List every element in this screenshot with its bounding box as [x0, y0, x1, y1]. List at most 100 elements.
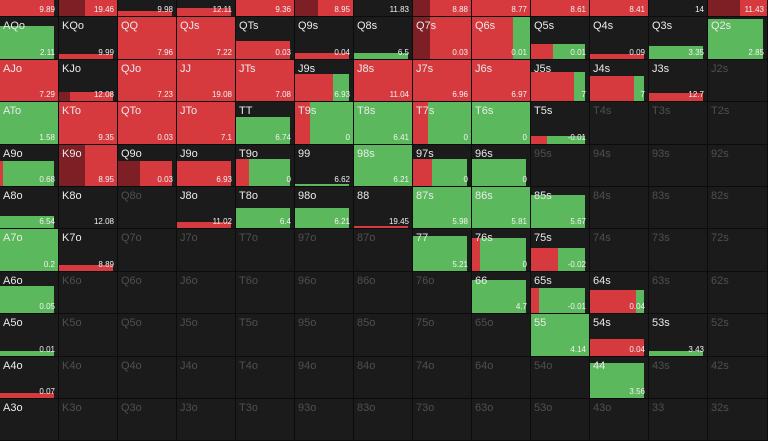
- hand-cell[interactable]: JTs 7.08: [236, 59, 295, 103]
- hand-cell[interactable]: 98o 6.21: [295, 187, 354, 230]
- hand-cell[interactable]: 99 6.62: [295, 144, 354, 187]
- hand-cell[interactable]: Q6o: [118, 271, 177, 315]
- hand-cell[interactable]: 97s 0: [413, 144, 472, 187]
- hand-cell[interactable]: JJ 19.08: [177, 59, 236, 103]
- hand-cell[interactable]: J6o: [177, 271, 236, 315]
- hand-cell[interactable]: 8.77: [472, 0, 531, 18]
- hand-cell[interactable]: 76s 0: [472, 229, 531, 272]
- hand-cell[interactable]: QQ 7.96: [118, 17, 177, 60]
- hand-cell[interactable]: 74o: [413, 356, 472, 399]
- hand-cell[interactable]: A4o 0.07: [0, 356, 59, 399]
- hand-cell[interactable]: 32s: [708, 399, 768, 441]
- hand-cell[interactable]: T4s: [590, 102, 649, 145]
- hand-cell[interactable]: J7o: [177, 229, 236, 272]
- hand-cell[interactable]: J9o 6.93: [177, 144, 236, 187]
- hand-cell[interactable]: Q3o: [118, 399, 177, 441]
- hand-cell[interactable]: 53o: [531, 399, 590, 441]
- hand-cell[interactable]: T2s: [708, 102, 768, 145]
- hand-cell[interactable]: J6s 6.97: [472, 59, 531, 103]
- hand-cell[interactable]: J5o: [177, 314, 236, 357]
- hand-cell[interactable]: J8s 11.04: [354, 59, 413, 103]
- hand-cell[interactable]: T7s 0: [413, 102, 472, 145]
- hand-cell[interactable]: Q7o: [118, 229, 177, 272]
- hand-cell[interactable]: 8.88: [413, 0, 472, 18]
- hand-cell[interactable]: A5o 0.01: [0, 314, 59, 357]
- hand-cell[interactable]: K3o: [59, 399, 118, 441]
- hand-cell[interactable]: AQo 2.11: [0, 17, 59, 60]
- hand-cell[interactable]: T6s 0: [472, 102, 531, 145]
- hand-cell[interactable]: 9.89: [0, 0, 59, 18]
- hand-cell[interactable]: 73s: [649, 229, 708, 272]
- hand-cell[interactable]: A3o: [0, 399, 59, 441]
- hand-cell[interactable]: 87o: [354, 229, 413, 272]
- hand-cell[interactable]: J3s 12.7: [649, 59, 708, 103]
- hand-cell[interactable]: 43o: [590, 399, 649, 441]
- hand-cell[interactable]: 76o: [413, 271, 472, 315]
- hand-cell[interactable]: Q5o: [118, 314, 177, 357]
- hand-cell[interactable]: J9s 6.93: [295, 59, 354, 103]
- hand-cell[interactable]: 83s: [649, 187, 708, 230]
- hand-cell[interactable]: 53s 3.43: [649, 314, 708, 357]
- hand-cell[interactable]: K7o 8.89: [59, 229, 118, 272]
- hand-cell[interactable]: 83o: [354, 399, 413, 441]
- hand-cell[interactable]: 73o: [413, 399, 472, 441]
- hand-cell[interactable]: 62s: [708, 271, 768, 315]
- hand-cell[interactable]: Q9s 0.04: [295, 17, 354, 60]
- hand-cell[interactable]: 88 19.45: [354, 187, 413, 230]
- hand-cell[interactable]: 11.43: [708, 0, 768, 18]
- hand-cell[interactable]: Q6s 0.01: [472, 17, 531, 60]
- hand-cell[interactable]: J4s 7: [590, 59, 649, 103]
- hand-cell[interactable]: J8o 11.02: [177, 187, 236, 230]
- hand-cell[interactable]: J3o: [177, 399, 236, 441]
- hand-cell[interactable]: 43s: [649, 356, 708, 399]
- hand-cell[interactable]: T6o: [236, 271, 295, 315]
- hand-cell[interactable]: J4o: [177, 356, 236, 399]
- hand-cell[interactable]: JTo 7.1: [177, 102, 236, 145]
- hand-cell[interactable]: K8o 12.08: [59, 187, 118, 230]
- hand-cell[interactable]: Q8o: [118, 187, 177, 230]
- hand-cell[interactable]: T3s: [649, 102, 708, 145]
- hand-cell[interactable]: 63o: [472, 399, 531, 441]
- hand-cell[interactable]: QTo 0.03: [118, 102, 177, 145]
- hand-cell[interactable]: 74s: [590, 229, 649, 272]
- hand-cell[interactable]: T7o: [236, 229, 295, 272]
- hand-cell[interactable]: J5s 7: [531, 59, 590, 103]
- hand-cell[interactable]: T9o 0: [236, 144, 295, 187]
- hand-cell[interactable]: 97o: [295, 229, 354, 272]
- hand-cell[interactable]: Q5s 0.01: [531, 17, 590, 60]
- hand-cell[interactable]: 64o: [472, 356, 531, 399]
- hand-cell[interactable]: 85s 5.67: [531, 187, 590, 230]
- hand-cell[interactable]: 87s 5.98: [413, 187, 472, 230]
- hand-cell[interactable]: 96s 0: [472, 144, 531, 187]
- hand-cell[interactable]: 86s 5.81: [472, 187, 531, 230]
- hand-cell[interactable]: 44 3.56: [590, 356, 649, 399]
- hand-cell[interactable]: TT 6.74: [236, 102, 295, 145]
- hand-cell[interactable]: 96o: [295, 271, 354, 315]
- hand-cell[interactable]: 65o: [472, 314, 531, 357]
- hand-cell[interactable]: 82s: [708, 187, 768, 230]
- hand-cell[interactable]: 55 4.14: [531, 314, 590, 357]
- hand-cell[interactable]: Q4s 0.09: [590, 17, 649, 60]
- hand-cell[interactable]: 12.11: [177, 0, 236, 18]
- hand-cell[interactable]: AJo 7.29: [0, 59, 59, 103]
- hand-cell[interactable]: 85o: [354, 314, 413, 357]
- hand-cell[interactable]: A9o 0.68: [0, 144, 59, 187]
- hand-cell[interactable]: Q8s 6.5: [354, 17, 413, 60]
- hand-cell[interactable]: Q4o: [118, 356, 177, 399]
- hand-cell[interactable]: A7o 0.2: [0, 229, 59, 272]
- hand-cell[interactable]: J7s 6.96: [413, 59, 472, 103]
- hand-cell[interactable]: T4o: [236, 356, 295, 399]
- hand-cell[interactable]: K4o: [59, 356, 118, 399]
- hand-cell[interactable]: 9.98: [118, 0, 177, 18]
- hand-cell[interactable]: 98s 6.21: [354, 144, 413, 187]
- hand-cell[interactable]: T9s 0: [295, 102, 354, 145]
- hand-cell[interactable]: T8s 6.41: [354, 102, 413, 145]
- hand-cell[interactable]: 63s: [649, 271, 708, 315]
- hand-cell[interactable]: 75s -0.02: [531, 229, 590, 272]
- hand-cell[interactable]: 92s: [708, 144, 768, 187]
- hand-cell[interactable]: T5o: [236, 314, 295, 357]
- hand-cell[interactable]: 11.83: [354, 0, 413, 18]
- hand-cell[interactable]: 72s: [708, 229, 768, 272]
- hand-cell[interactable]: J2s: [708, 59, 768, 103]
- hand-cell[interactable]: Q7s 0.03: [413, 17, 472, 60]
